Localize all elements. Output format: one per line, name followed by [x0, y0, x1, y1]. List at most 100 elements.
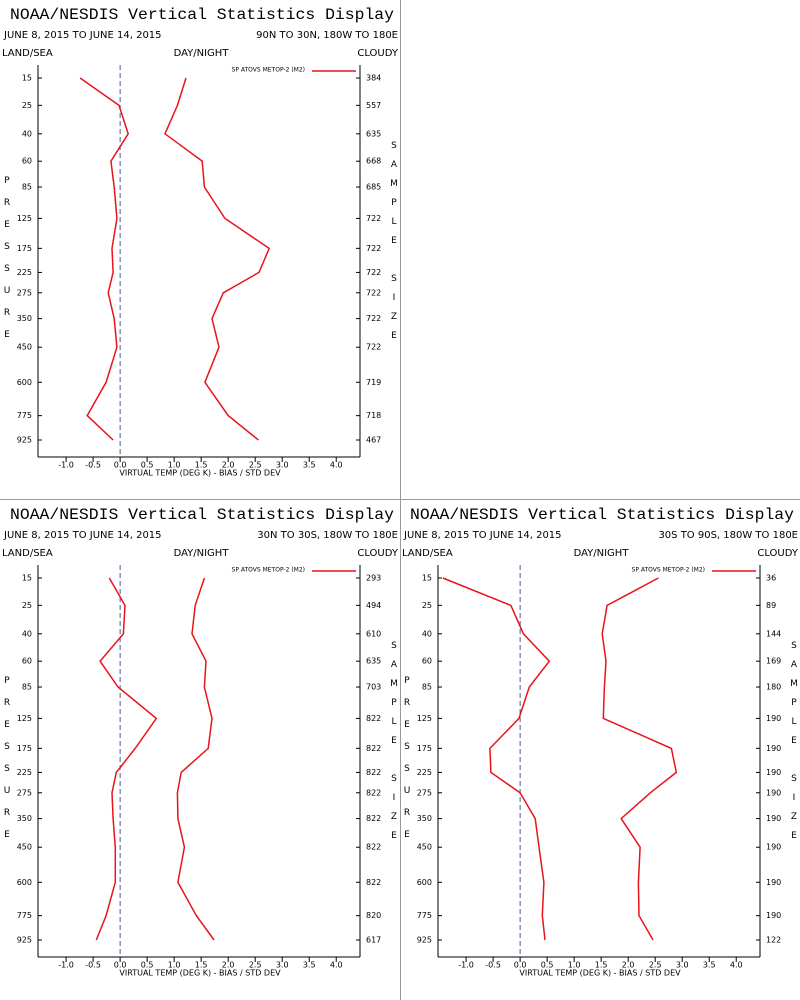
- level-label: 175: [17, 744, 32, 753]
- x-tick-label: 2.0: [222, 961, 235, 970]
- level-label: 450: [17, 343, 32, 352]
- level-label: 85: [22, 683, 32, 692]
- bias-line: [95, 577, 158, 941]
- level-label: 775: [17, 911, 32, 920]
- x-tick-label: 0.5: [541, 961, 554, 970]
- sample-size: 557: [366, 101, 381, 110]
- sample-size: 617: [366, 936, 381, 945]
- level-label: 775: [417, 911, 432, 920]
- bias-line: [79, 77, 130, 441]
- panel: NOAA/NESDIS Vertical Statistics Display J…: [2, 6, 399, 477]
- x-tick-label: -1.0: [458, 961, 474, 970]
- date-range: JUNE 8, 2015 TO JUNE 14, 2015: [403, 530, 562, 541]
- panel: NOAA/NESDIS Vertical Statistics Display J…: [402, 506, 799, 977]
- x-tick-label: -0.5: [85, 461, 101, 470]
- sample-size: 180: [766, 683, 781, 692]
- date-range: JUNE 8, 2015 TO JUNE 14, 2015: [3, 530, 162, 541]
- region: 30S TO 90S, 180W TO 180E: [658, 530, 798, 541]
- level-label: 350: [17, 814, 32, 823]
- x-tick-label: 3.0: [276, 961, 289, 970]
- level-label: 175: [17, 244, 32, 253]
- x-tick-label: 1.5: [195, 961, 208, 970]
- x-tick-label: -0.5: [85, 961, 101, 970]
- sample-size: 384: [366, 74, 381, 83]
- date-range: JUNE 8, 2015 TO JUNE 14, 2015: [3, 30, 162, 41]
- x-tick-label: 3.5: [303, 961, 316, 970]
- sample-size: 169: [766, 657, 781, 666]
- sample-size: 144: [766, 629, 781, 638]
- x-tick-label: 4.0: [730, 961, 743, 970]
- y-axis-label: PRESSURE: [402, 676, 412, 852]
- level-label: 15: [422, 574, 432, 583]
- level-label: 925: [17, 936, 32, 945]
- sample-size: 668: [366, 157, 381, 166]
- cloudy-header: CLOUDY: [757, 548, 799, 559]
- sample-size: 36: [766, 574, 776, 583]
- x-tick-label: 3.0: [676, 961, 689, 970]
- level-label: 275: [17, 788, 32, 797]
- x-tick-label: 1.5: [195, 461, 208, 470]
- sample-size: 190: [766, 843, 781, 852]
- x-tick-label: 2.5: [249, 961, 262, 970]
- sample-size: 722: [366, 314, 381, 323]
- panel-title: NOAA/NESDIS Vertical Statistics Display: [10, 6, 394, 24]
- level-label: 225: [17, 768, 32, 777]
- level-label: 600: [17, 378, 32, 387]
- level-label: 40: [22, 629, 32, 638]
- sample-size: 703: [366, 683, 381, 692]
- sample-size: 820: [366, 911, 381, 920]
- sample-size: 467: [366, 436, 381, 445]
- sample-size: 190: [766, 744, 781, 753]
- x-tick-label: 0.0: [514, 961, 527, 970]
- x-tick-label: 0.0: [114, 461, 127, 470]
- sample-size: 722: [366, 288, 381, 297]
- cloudy-header: CLOUDY: [357, 48, 399, 59]
- x-axis-label: VIRTUAL TEMP (DEG K) - BIAS / STD DEV: [519, 969, 681, 978]
- level-label: 15: [22, 574, 32, 583]
- legend-label: SP ATOVS METOP-2 (M2): [632, 567, 705, 574]
- x-tick-label: 0.5: [141, 461, 154, 470]
- x-tick-label: 1.0: [168, 461, 181, 470]
- x-tick-label: 4.0: [330, 961, 343, 970]
- sample-size: 190: [766, 911, 781, 920]
- level-label: 40: [422, 629, 432, 638]
- sample-size: 190: [766, 714, 781, 723]
- sample-size: 610: [366, 629, 381, 638]
- x-tick-label: 3.0: [276, 461, 289, 470]
- level-label: 125: [417, 714, 432, 723]
- sample-size: 718: [366, 411, 381, 420]
- level-label: 275: [417, 788, 432, 797]
- level-label: 925: [17, 436, 32, 445]
- std-dev-line: [601, 577, 678, 941]
- sample-size: 822: [366, 768, 381, 777]
- panel: NOAA/NESDIS Vertical Statistics Display J…: [2, 506, 399, 977]
- x-tick-label: 1.5: [595, 961, 608, 970]
- y-axis-label: PRESSURE: [2, 176, 12, 352]
- legend-label: SP ATOVS METOP-2 (M2): [232, 567, 305, 574]
- day-night-header: DAY/NIGHT: [174, 48, 230, 59]
- x-tick-label: -1.0: [58, 461, 74, 470]
- x-tick-label: 1.0: [568, 961, 581, 970]
- std-dev-line: [176, 577, 215, 941]
- level-label: 125: [17, 714, 32, 723]
- sample-size: 822: [366, 788, 381, 797]
- land-sea-header: LAND/SEA: [402, 548, 453, 559]
- x-tick-label: 4.0: [330, 461, 343, 470]
- y2-axis-label: SAMPLE SIZE: [789, 641, 799, 850]
- level-label: 600: [17, 878, 32, 887]
- sample-size: 719: [366, 378, 381, 387]
- level-label: 60: [22, 157, 32, 166]
- day-night-header: DAY/NIGHT: [574, 548, 630, 559]
- level-label: 225: [417, 768, 432, 777]
- level-label: 15: [22, 74, 32, 83]
- sample-size: 722: [366, 343, 381, 352]
- x-tick-label: 2.5: [249, 461, 262, 470]
- panel-title: NOAA/NESDIS Vertical Statistics Display: [410, 506, 794, 524]
- sample-size: 822: [366, 843, 381, 852]
- bias-line: [442, 577, 551, 941]
- land-sea-header: LAND/SEA: [2, 48, 53, 59]
- legend-label: SP ATOVS METOP-2 (M2): [232, 67, 305, 74]
- sample-size: 685: [366, 183, 381, 192]
- level-label: 775: [17, 411, 32, 420]
- std-dev-line: [164, 77, 271, 441]
